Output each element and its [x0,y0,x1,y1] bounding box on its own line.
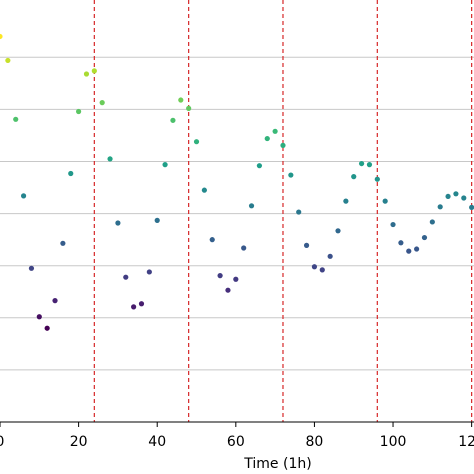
point [131,304,137,310]
point [311,264,318,270]
point [201,187,207,193]
point [280,142,286,148]
point [461,195,467,201]
point [335,228,341,234]
point [264,135,270,142]
point [28,265,35,271]
point [60,240,66,246]
x-tick-label: 40 [148,434,166,450]
x-tick-label: 0 [0,434,4,450]
x-tick-label: 100 [380,434,407,450]
point [469,204,474,210]
point [186,105,192,111]
point [241,245,247,251]
point [233,276,239,282]
point [343,198,349,204]
x-tick-label: 120 [458,434,474,450]
point [445,193,451,200]
point [36,314,42,320]
point [0,33,3,40]
point [123,274,129,280]
point [406,248,412,254]
point [13,116,19,122]
point [358,160,365,167]
point [68,170,74,177]
point [170,117,176,123]
point [288,172,294,178]
point [421,234,428,241]
point [437,204,443,210]
point [83,71,90,77]
point [366,162,373,168]
point [398,240,404,246]
point [52,298,58,304]
point [146,269,152,275]
point [154,217,160,223]
point [99,100,105,106]
point [76,108,82,115]
point [20,193,27,199]
point [319,267,325,273]
point [91,68,97,74]
point [138,301,145,307]
point [107,156,113,162]
x-tick-label: 60 [227,434,245,450]
point [374,176,380,182]
point [303,242,310,248]
point [272,128,278,134]
point [390,221,396,228]
point [351,174,357,180]
point [248,203,255,209]
point [327,253,333,259]
point [178,97,184,103]
point [225,287,231,293]
point [115,220,121,226]
x-tick-label: 80 [306,434,324,450]
point [209,237,215,243]
point [217,273,223,279]
x-tick-label: 20 [70,434,88,450]
point [382,198,388,204]
point [453,191,459,197]
point [5,57,11,64]
point [256,163,263,169]
point [429,219,435,225]
point [44,325,50,331]
point [193,139,200,145]
point [414,246,420,252]
x-axis-label: Time (1h) [243,456,311,472]
point [162,162,168,168]
point [296,209,302,215]
